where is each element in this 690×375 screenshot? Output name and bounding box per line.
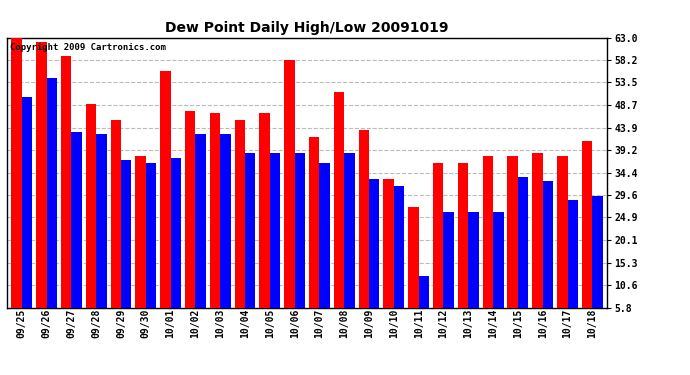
Bar — [110, 120, 121, 308]
Bar — [210, 113, 220, 308]
Bar — [394, 186, 404, 308]
Bar — [334, 92, 344, 308]
Bar — [592, 196, 603, 308]
Bar — [309, 136, 319, 308]
Bar — [235, 120, 245, 308]
Bar — [160, 70, 170, 308]
Bar — [47, 78, 57, 308]
Bar — [319, 163, 330, 308]
Bar — [384, 179, 394, 308]
Bar — [567, 200, 578, 308]
Bar — [493, 212, 504, 308]
Bar — [359, 129, 369, 308]
Text: Copyright 2009 Cartronics.com: Copyright 2009 Cartronics.com — [10, 43, 166, 52]
Bar — [518, 177, 529, 308]
Bar — [543, 182, 553, 308]
Bar — [582, 141, 592, 308]
Bar — [11, 38, 22, 308]
Bar — [483, 156, 493, 308]
Bar — [121, 160, 131, 308]
Bar — [71, 132, 82, 308]
Bar — [185, 111, 195, 308]
Bar — [61, 56, 71, 308]
Bar — [146, 163, 156, 308]
Bar — [507, 156, 518, 308]
Bar — [195, 134, 206, 308]
Bar — [557, 156, 567, 308]
Bar — [259, 113, 270, 308]
Bar — [22, 96, 32, 308]
Bar — [86, 104, 96, 308]
Bar — [344, 153, 355, 308]
Bar — [369, 179, 380, 308]
Bar — [532, 153, 543, 308]
Bar — [295, 153, 305, 308]
Bar — [408, 207, 419, 308]
Bar — [170, 158, 181, 308]
Bar — [469, 212, 479, 308]
Bar — [270, 153, 280, 308]
Bar — [220, 134, 230, 308]
Bar — [36, 42, 47, 308]
Bar — [284, 60, 295, 308]
Title: Dew Point Daily High/Low 20091019: Dew Point Daily High/Low 20091019 — [166, 21, 448, 35]
Bar — [458, 163, 469, 308]
Bar — [444, 212, 454, 308]
Bar — [96, 134, 107, 308]
Bar — [433, 163, 444, 308]
Bar — [245, 153, 255, 308]
Bar — [419, 276, 429, 308]
Bar — [135, 156, 146, 308]
